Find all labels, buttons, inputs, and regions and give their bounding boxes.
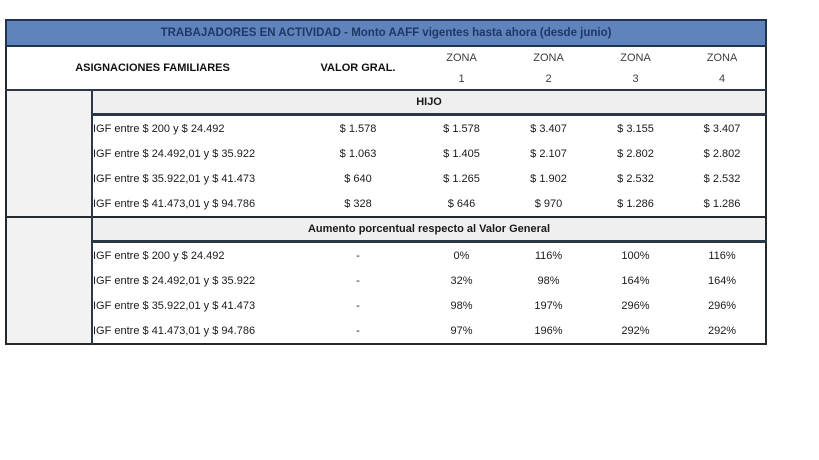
header-zona-4: ZONA 4 <box>679 46 767 91</box>
cell-igf-range: IGF entre $ 41.473,01 y $ 94.786 <box>92 191 298 217</box>
section-aumento-header-row: Aumento porcentual respecto al Valor Gen… <box>6 216 767 344</box>
header-zona-2: ZONA 2 <box>505 46 592 91</box>
cell-zona-3: $ 3.155 <box>592 114 679 141</box>
cell-valor-gral: $ 1.063 <box>298 141 418 166</box>
header-zona-1: ZONA 1 <box>418 46 505 91</box>
cell-zona-3: 292% <box>592 318 679 344</box>
cell-zona-1: $ 646 <box>418 191 505 217</box>
section-hijo-title: HIJO <box>92 89 767 116</box>
cell-zona-1: 32% <box>418 268 505 293</box>
cell-zona-1: $ 1.405 <box>418 141 505 166</box>
table-row: IGF entre $ 200 y $ 24.492 - 0% 116% 100… <box>6 241 767 268</box>
zone-number: 2 <box>545 73 552 85</box>
cell-igf-range: IGF entre $ 35.922,01 y $ 41.473 <box>92 166 298 191</box>
cell-igf-range: IGF entre $ 200 y $ 24.492 <box>92 114 298 141</box>
cell-zona-4: 292% <box>679 318 767 344</box>
section-aumento-title: Aumento porcentual respecto al Valor Gen… <box>92 216 767 243</box>
zone-label: ZONA <box>446 52 477 64</box>
cell-zona-4: 296% <box>679 293 767 318</box>
cell-zona-3: 100% <box>592 241 679 268</box>
cell-zona-4: $ 1.286 <box>679 191 767 217</box>
cell-valor-gral: $ 328 <box>298 191 418 217</box>
cell-zona-3: 164% <box>592 268 679 293</box>
cell-zona-1: $ 1.265 <box>418 166 505 191</box>
section-hijo-header-row: HIJO <box>6 89 767 217</box>
table-row: IGF entre $ 200 y $ 24.492 $ 1.578 $ 1.5… <box>6 114 767 141</box>
cell-zona-3: $ 2.802 <box>592 141 679 166</box>
cell-zona-4: $ 2.532 <box>679 166 767 191</box>
cell-zona-4: $ 2.802 <box>679 141 767 166</box>
cell-valor-gral: - <box>298 318 418 344</box>
cell-zona-3: 296% <box>592 293 679 318</box>
zone-number: 4 <box>718 73 726 85</box>
cell-igf-range: IGF entre $ 24.492,01 y $ 35.922 <box>92 141 298 166</box>
cell-zona-1: 98% <box>418 293 505 318</box>
table-row: IGF entre $ 35.922,01 y $ 41.473 - 98% 1… <box>6 293 767 318</box>
zone-number: 3 <box>632 73 639 85</box>
zone-label: ZONA <box>706 52 738 64</box>
header-zona-3: ZONA 3 <box>592 46 679 91</box>
cell-valor-gral: - <box>298 241 418 268</box>
cell-zona-1: 97% <box>418 318 505 344</box>
cell-zona-4: 164% <box>679 268 767 293</box>
cell-igf-range: IGF entre $ 200 y $ 24.492 <box>92 241 298 268</box>
cell-zona-2: 197% <box>505 293 592 318</box>
cell-zona-1: 0% <box>418 241 505 268</box>
table-row: IGF entre $ 41.473,01 y $ 94.786 $ 328 $… <box>6 191 767 217</box>
cell-valor-gral: $ 1.578 <box>298 114 418 141</box>
section-aumento-side-cell <box>6 216 93 344</box>
table-title: TRABAJADORES EN ACTIVIDAD - Monto AAFF v… <box>4 19 768 47</box>
cell-igf-range: IGF entre $ 41.473,01 y $ 94.786 <box>92 318 298 344</box>
column-header-row: ASIGNACIONES FAMILIARES VALOR GRAL. ZONA… <box>6 46 767 91</box>
cell-valor-gral: $ 640 <box>298 166 418 191</box>
table-row: IGF entre $ 24.492,01 y $ 35.922 $ 1.063… <box>6 141 767 166</box>
cell-zona-2: 196% <box>505 318 592 344</box>
cell-zona-1: $ 1.578 <box>418 114 505 141</box>
cell-zona-2: $ 3.407 <box>505 114 592 141</box>
cell-zona-2: $ 970 <box>505 191 592 217</box>
cell-valor-gral: - <box>298 293 418 318</box>
section-hijo-side-cell <box>6 90 93 217</box>
cell-zona-4: $ 3.407 <box>679 114 767 141</box>
cell-zona-2: $ 2.107 <box>505 141 592 166</box>
header-valor-gral: VALOR GRAL. <box>298 46 418 91</box>
zone-number: 1 <box>458 73 465 85</box>
title-bar: TRABAJADORES EN ACTIVIDAD - Monto AAFF v… <box>4 19 768 47</box>
cell-zona-2: $ 1.902 <box>505 166 592 191</box>
zone-label: ZONA <box>533 52 564 64</box>
zone-label: ZONA <box>620 52 651 64</box>
cell-igf-range: IGF entre $ 35.922,01 y $ 41.473 <box>92 293 298 318</box>
cell-zona-2: 98% <box>505 268 592 293</box>
cell-igf-range: IGF entre $ 24.492,01 y $ 35.922 <box>92 268 298 293</box>
table-row: IGF entre $ 24.492,01 y $ 35.922 - 32% 9… <box>6 268 767 293</box>
table-row: IGF entre $ 41.473,01 y $ 94.786 - 97% 1… <box>6 318 767 344</box>
cell-zona-4: 116% <box>679 241 767 268</box>
aaff-table: TRABAJADORES EN ACTIVIDAD - Monto AAFF v… <box>4 19 768 345</box>
cell-valor-gral: - <box>298 268 418 293</box>
cell-zona-2: 116% <box>505 241 592 268</box>
header-asignaciones-familiares: ASIGNACIONES FAMILIARES <box>6 46 298 91</box>
cell-zona-3: $ 1.286 <box>592 191 679 217</box>
cell-zona-3: $ 2.532 <box>592 166 679 191</box>
table-row: IGF entre $ 35.922,01 y $ 41.473 $ 640 $… <box>6 166 767 191</box>
